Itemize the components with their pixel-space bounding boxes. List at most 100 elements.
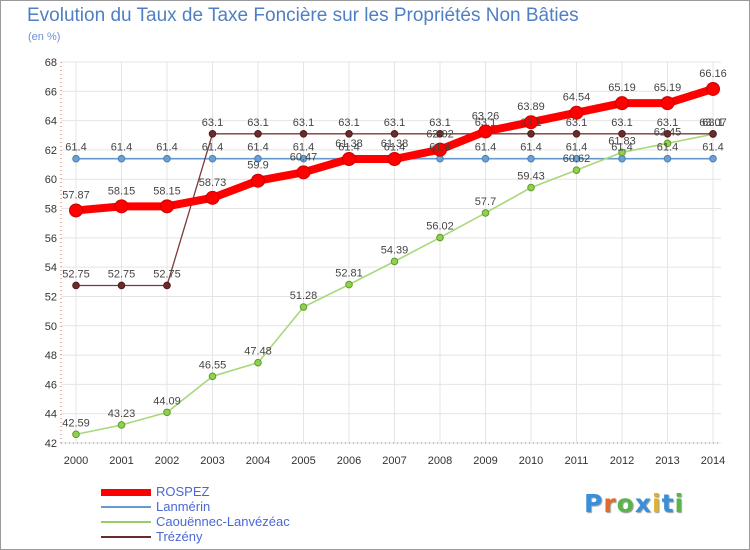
logo-letter: P — [584, 489, 604, 518]
data-label-rospez: 57.87 — [62, 189, 90, 201]
data-label-caouennec-lanvezeac: 46.55 — [199, 359, 227, 371]
data-label-caouennec-lanvezeac: 47.48 — [244, 346, 272, 358]
y-tick-label: 58 — [45, 204, 57, 216]
data-point-lanmerin — [663, 154, 672, 163]
data-label-caouennec-lanvezeac: 43.23 — [108, 408, 136, 420]
logo-letter: i — [674, 489, 685, 518]
data-point-rospez — [569, 105, 584, 120]
data-point-rospez — [524, 115, 538, 130]
y-tick-label: 68 — [45, 57, 57, 69]
data-point-trezeny — [527, 130, 535, 138]
data-label-trezeny: 52.75 — [62, 268, 90, 280]
data-label-lanmerin: 61.4 — [520, 142, 541, 154]
data-point-trezeny — [208, 130, 217, 138]
data-point-trezeny — [436, 130, 444, 138]
x-tick-label: 2001 — [109, 455, 133, 467]
data-point-rospez — [69, 203, 83, 218]
data-point-caouennec-lanvezeac — [72, 430, 80, 439]
grid — [61, 61, 721, 444]
data-label-rospez: 61.38 — [381, 138, 409, 150]
data-label-caouennec-lanvezeac: 52.81 — [335, 268, 363, 280]
data-label-lanmerin: 61.4 — [429, 142, 450, 154]
data-label-caouennec-lanvezeac: 59.43 — [517, 171, 545, 183]
x-tick-label: 2005 — [291, 455, 315, 467]
data-point-rospez — [478, 124, 493, 139]
y-tick-label: 62 — [45, 145, 57, 157]
data-label-rospez: 65.19 — [608, 82, 636, 94]
data-point-rospez — [114, 199, 129, 214]
y-tick-label: 54 — [45, 262, 57, 274]
data-label-trezeny: 63.1 — [202, 117, 223, 129]
y-tick-label: 64 — [45, 116, 57, 128]
data-label-caouennec-lanvezeac: 61.83 — [608, 135, 636, 147]
data-point-trezeny — [254, 130, 262, 138]
data-point-caouennec-lanvezeac — [663, 139, 672, 148]
data-point-caouennec-lanvezeac — [390, 257, 399, 266]
data-label-lanmerin: 61.4 — [566, 142, 587, 154]
data-label-caouennec-lanvezeac: 57.7 — [475, 196, 496, 208]
data-point-trezeny — [163, 281, 171, 290]
data-label-trezeny: 63.1 — [338, 117, 359, 129]
legend-swatch — [101, 488, 151, 496]
data-point-lanmerin — [618, 154, 626, 163]
data-label-rospez: 63.89 — [517, 101, 545, 113]
data-label-lanmerin: 61.4 — [702, 142, 723, 154]
data-label-rospez: 58.15 — [153, 185, 181, 197]
data-point-lanmerin — [572, 154, 581, 163]
data-label-rospez: 59.9 — [247, 160, 268, 172]
y-tick-label: 66 — [45, 86, 57, 98]
data-label-caouennec-lanvezeac: 56.02 — [426, 221, 454, 233]
data-label-trezeny: 63.1 — [247, 117, 268, 129]
data-point-caouennec-lanvezeac — [345, 280, 353, 289]
data-point-trezeny — [663, 130, 672, 138]
legend-swatch — [101, 536, 151, 538]
data-point-caouennec-lanvezeac — [481, 209, 490, 217]
data-label-caouennec-lanvezeac: 44.09 — [153, 395, 181, 407]
data-point-rospez — [296, 165, 311, 180]
data-label-rospez: 58.73 — [199, 177, 227, 189]
data-label-trezeny: 63.1 — [702, 117, 723, 129]
x-tick-label: 2007 — [382, 455, 406, 467]
data-point-trezeny — [572, 130, 581, 138]
chart-title: Evolution du Taux de Taxe Foncière sur l… — [27, 5, 579, 26]
y-tick-label: 48 — [45, 350, 57, 362]
x-tick-label: 2014 — [701, 455, 725, 467]
data-labels: 61.4 61.4 61.4 61.4 61.4 61.4 61.4 61.4 61.4 61.4… — [62, 68, 727, 429]
data-label-trezeny: 52.75 — [108, 268, 136, 280]
y-tick-label: 44 — [45, 409, 57, 421]
data-label-trezeny: 63.1 — [566, 117, 587, 129]
x-tick-label: 2010 — [519, 455, 543, 467]
data-label-trezeny: 63.1 — [475, 117, 496, 129]
data-label-rospez: 58.15 — [108, 185, 136, 197]
data-label-lanmerin: 61.4 — [657, 142, 678, 154]
data-point-trezeny — [299, 130, 308, 138]
data-point-rospez — [160, 199, 174, 214]
data-point-rospez — [706, 81, 720, 96]
legend-swatch — [101, 506, 151, 508]
data-point-caouennec-lanvezeac — [527, 183, 535, 192]
data-label-trezeny: 52.75 — [153, 268, 181, 280]
data-point-caouennec-lanvezeac — [254, 358, 262, 367]
data-point-lanmerin — [208, 154, 217, 163]
x-tick-label: 2011 — [565, 455, 589, 467]
data-point-caouennec-lanvezeac — [618, 148, 626, 157]
data-point-caouennec-lanvezeac — [572, 166, 581, 174]
data-label-caouennec-lanvezeac: 63.07 — [699, 117, 727, 129]
x-tick-label: 2003 — [200, 455, 224, 467]
data-point-caouennec-lanvezeac — [436, 233, 444, 242]
data-label-caouennec-lanvezeac: 54.39 — [381, 244, 409, 256]
x-tick-label: 2013 — [655, 455, 679, 467]
data-label-caouennec-lanvezeac: 42.59 — [62, 417, 90, 429]
data-point-caouennec-lanvezeac — [299, 303, 308, 311]
data-label-lanmerin: 61.4 — [384, 142, 405, 154]
y-tick-label: 56 — [45, 233, 57, 245]
legend-label: ROSPEZ — [156, 484, 210, 499]
y-tick-label: 50 — [45, 321, 57, 333]
data-label-rospez: 62.02 — [426, 129, 454, 141]
data-point-rospez — [433, 142, 447, 157]
x-tick-label: 2004 — [246, 455, 270, 467]
data-label-trezeny: 63.1 — [429, 117, 450, 129]
data-label-caouennec-lanvezeac: 51.28 — [290, 290, 318, 302]
data-point-lanmerin — [709, 154, 717, 163]
data-point-trezeny — [117, 281, 126, 290]
